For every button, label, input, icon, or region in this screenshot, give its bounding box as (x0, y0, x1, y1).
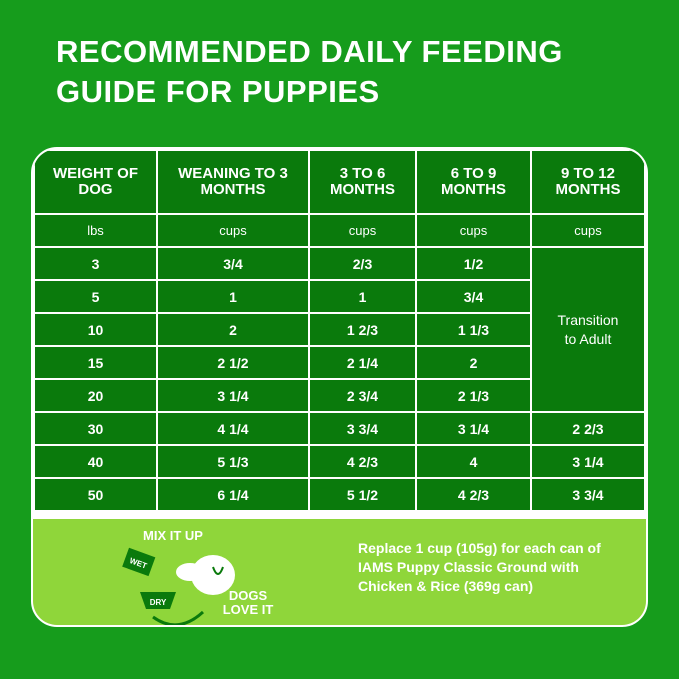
column-header: WEANING TO 3 MONTHS (156, 149, 310, 215)
table-cell: 2/3 (308, 246, 417, 281)
table-row: 3 3/4 2/3 1/2 Transition to Adult (33, 246, 646, 413)
transition-cell: Transition to Adult (530, 246, 646, 413)
table-cell: 5 1/3 (156, 444, 310, 479)
units-row: lbs cups cups cups cups (33, 213, 646, 248)
unit-cell: cups (415, 213, 532, 248)
feeding-table-panel: WEIGHT OF DOG WEANING TO 3 MONTHS 3 TO 6 M… (31, 147, 648, 627)
table-cell: 3 3/4 (530, 477, 646, 512)
table-cell: 50 (33, 477, 158, 512)
page-title: RECOMMENDED DAILY FEEDING GUIDE FOR PUPP… (56, 34, 563, 109)
table-cell: 4 (415, 444, 532, 479)
table-row: 15 2 1/2 2 1/4 2 (33, 345, 645, 380)
replacement-message: Replace 1 cup (105g) for each can of IAM… (358, 540, 601, 594)
unit-cell: cups (156, 213, 310, 248)
column-header: 6 TO 9 MONTHS (415, 149, 532, 215)
table-cell: 1 1/3 (415, 312, 532, 347)
table-cell: 3 1/4 (530, 444, 646, 479)
table-cell: 2 (156, 312, 310, 347)
table-row: 20 3 1/4 2 3/4 2 1/3 (33, 378, 645, 413)
table-cell: 4 2/3 (308, 444, 417, 479)
wet-dry-dog-illustration: WET DRY (122, 547, 235, 625)
table-cell: 3 3/4 (308, 411, 417, 446)
unit-cell: lbs (33, 213, 158, 248)
mix-it-up-label: MIX IT UP (143, 528, 203, 543)
table-cell: 2 1/4 (308, 345, 417, 380)
dogs-love-it-label: DOGS LOVE IT (222, 588, 274, 617)
table-cell: 1 2/3 (308, 312, 417, 347)
dry-label: DRY (150, 598, 167, 607)
table-cell: 30 (33, 411, 158, 446)
table-cell: 5 1/2 (308, 477, 417, 512)
column-header: WEIGHT OF DOG (33, 149, 158, 215)
table-cell: 2 (415, 345, 532, 380)
table-cell: 3 1/4 (415, 411, 532, 446)
table-row: 10 2 1 2/3 1 1/3 (33, 312, 645, 347)
column-header: 9 TO 12 MONTHS (530, 149, 646, 215)
table-cell: 10 (33, 312, 158, 347)
table-cell: 2 1/3 (415, 378, 532, 413)
table-cell: 20 (33, 378, 158, 413)
unit-cell: cups (308, 213, 417, 248)
table-cell: 3 (33, 246, 158, 281)
table-cell: 2 1/2 (156, 345, 310, 380)
header-row: WEIGHT OF DOG WEANING TO 3 MONTHS 3 TO 6 M… (33, 149, 646, 215)
column-header: 3 TO 6 MONTHS (308, 149, 417, 215)
table-row: 5 1 1 3/4 (33, 279, 645, 314)
table-row: 40 5 1/3 4 2/3 4 3 1/4 (33, 444, 646, 479)
promo-section: MIX IT UP WET DRY DOGS LOVE IT Replace 1… (33, 519, 646, 625)
table-row: 30 4 1/4 3 3/4 3 1/4 2 2/3 (33, 411, 646, 446)
table-cell: 2 2/3 (530, 411, 646, 446)
table-cell: 1 (156, 279, 310, 314)
table-cell: 1 (308, 279, 417, 314)
table-cell: 5 (33, 279, 158, 314)
table-cell: 2 3/4 (308, 378, 417, 413)
table-row: 50 6 1/4 5 1/2 4 2/3 3 3/4 (33, 477, 646, 512)
table-cell: 1/2 (415, 246, 532, 281)
table-cell: 3/4 (156, 246, 310, 281)
table-cell: 4 1/4 (156, 411, 310, 446)
unit-cell: cups (530, 213, 646, 248)
table-cell: 3/4 (415, 279, 532, 314)
table-cell: 40 (33, 444, 158, 479)
table-cell: 15 (33, 345, 158, 380)
feeding-table: WEIGHT OF DOG WEANING TO 3 MONTHS 3 TO 6 M… (33, 149, 646, 512)
table-cell: 3 1/4 (156, 378, 310, 413)
table-cell: 4 2/3 (415, 477, 532, 512)
table-cell: 6 1/4 (156, 477, 310, 512)
